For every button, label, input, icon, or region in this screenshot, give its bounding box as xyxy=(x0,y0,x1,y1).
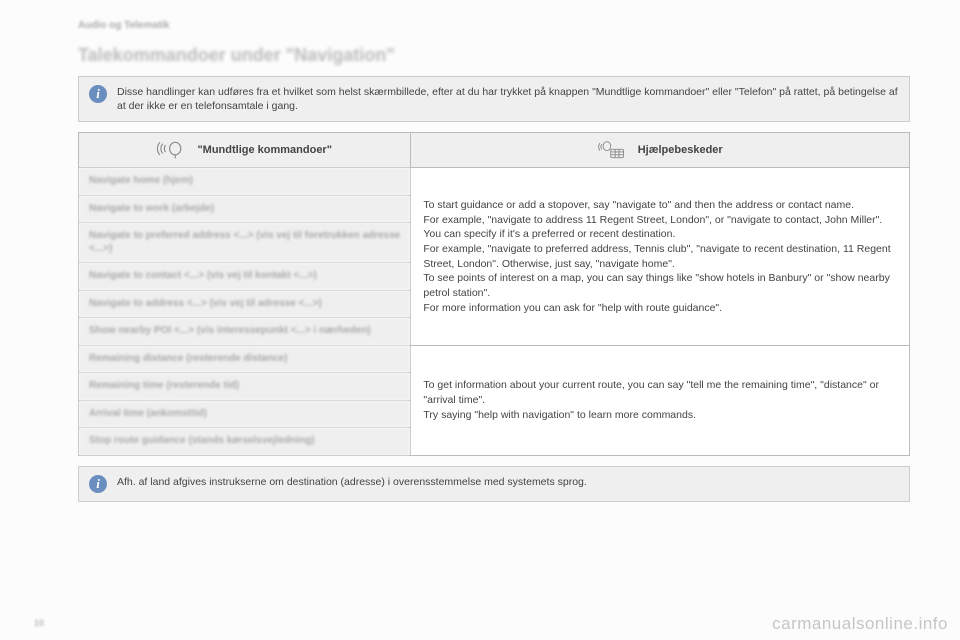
bottom-info-text: Afh. af land afgives instrukserne om des… xyxy=(117,475,587,489)
top-info-text: Disse handlinger kan udføres fra et hvil… xyxy=(117,85,899,113)
cmd-cell: Navigate to preferred address <...> (vis… xyxy=(79,223,411,263)
help-cell-routeinfo: To get information about your current ro… xyxy=(411,345,910,455)
bottom-info-box: i Afh. af land afgives instrukserne om d… xyxy=(78,466,910,502)
page-title: Talekommandoer under "Navigation" xyxy=(78,45,910,66)
col-header-commands: "Mundtlige kommandoer" xyxy=(79,133,411,168)
help-cell-guidance: To start guidance or add a stopover, say… xyxy=(411,168,910,346)
table-header-row: "Mundtlige kommandoer" xyxy=(79,133,910,168)
keypad-voice-icon xyxy=(598,139,626,161)
cmd-cell: Arrival time (ankomsttid) xyxy=(79,400,411,428)
cmd-cell: Navigate home (hjem) xyxy=(79,168,411,196)
col-header-help-label: Hjælpebeskeder xyxy=(638,144,723,156)
commands-table: "Mundtlige kommandoer" xyxy=(78,132,910,456)
col-header-commands-label: "Mundtlige kommandoer" xyxy=(197,144,332,156)
table-row: Remaining distance (resterende distance)… xyxy=(79,345,910,373)
col-header-help: Hjælpebeskeder xyxy=(411,133,910,168)
cmd-cell: Remaining distance (resterende distance) xyxy=(79,345,411,373)
info-icon: i xyxy=(89,85,107,103)
cmd-cell: Show nearby POI <...> (vis interessepunk… xyxy=(79,318,411,346)
cmd-cell: Stop route guidance (stands kørselsvejle… xyxy=(79,428,411,456)
watermark: carmanualsonline.info xyxy=(772,614,948,634)
cmd-cell: Navigate to address <...> (vis vej til a… xyxy=(79,290,411,318)
table-row: Navigate home (hjem) To start guidance o… xyxy=(79,168,910,196)
section-header: Audio og Telematik xyxy=(78,20,910,31)
page-number: 10 xyxy=(34,618,44,628)
voice-icon xyxy=(157,139,185,161)
info-icon: i xyxy=(89,475,107,493)
top-info-box: i Disse handlinger kan udføres fra et hv… xyxy=(78,76,910,122)
page: Audio og Telematik Talekommandoer under … xyxy=(0,0,960,640)
cmd-cell: Remaining time (resterende tid) xyxy=(79,373,411,401)
cmd-cell: Navigate to work (arbejde) xyxy=(79,195,411,223)
cmd-cell: Navigate to contact <...> (vis vej til k… xyxy=(79,263,411,291)
